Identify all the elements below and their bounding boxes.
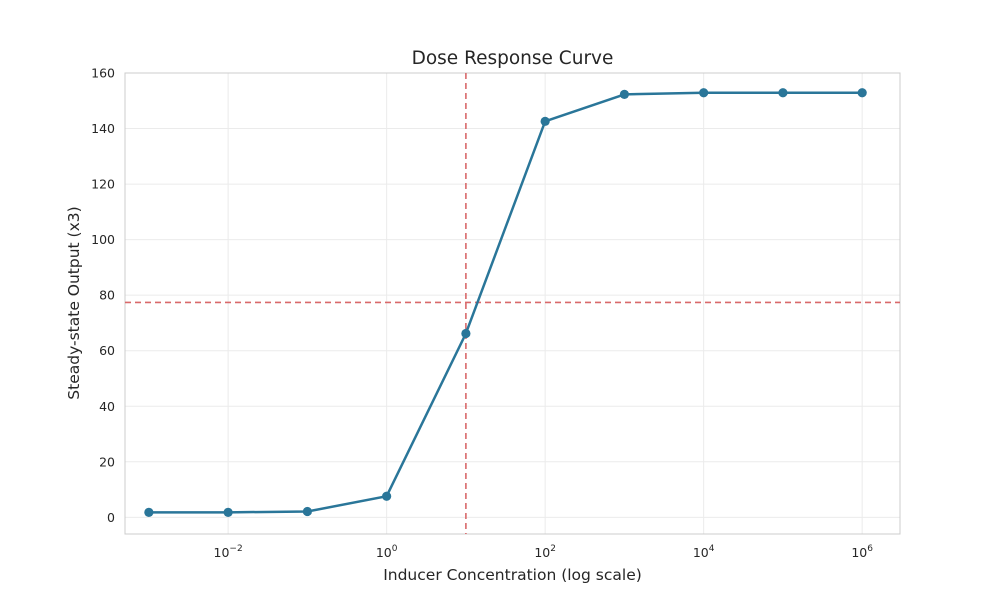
series-line xyxy=(148,91,863,514)
data-point xyxy=(540,116,550,126)
y-tick-label: 40 xyxy=(99,399,115,414)
y-axis-title: Steady-state Output (x3) xyxy=(65,206,83,399)
y-tick-label: 100 xyxy=(91,232,115,247)
y-tick-label: 160 xyxy=(91,66,115,81)
x-axis-title: Inducer Concentration (log scale) xyxy=(383,566,642,584)
data-point xyxy=(302,506,312,517)
plot-area-frame xyxy=(124,72,901,535)
y-tick-label: 120 xyxy=(91,177,115,192)
data-point xyxy=(461,328,471,339)
data-point xyxy=(778,88,788,98)
y-tick-label: 0 xyxy=(107,510,115,525)
data-point xyxy=(223,507,233,517)
x-tick-label: 100 xyxy=(376,544,398,560)
y-tick-label: 80 xyxy=(99,288,115,303)
data-point xyxy=(619,89,630,99)
x-tick-label: 10−2 xyxy=(214,544,243,560)
x-tick-label: 104 xyxy=(693,544,715,560)
reference-lines xyxy=(125,73,900,534)
x-tick-label: 102 xyxy=(534,544,556,560)
y-axis-ticks: 0 20 40 60 80 100 120 140 160 xyxy=(91,66,115,525)
x-axis-ticks: 10−2 100 102 104 106 xyxy=(214,544,874,560)
y-tick-label: 60 xyxy=(99,343,115,358)
data-point xyxy=(699,88,709,98)
data-point xyxy=(857,88,867,98)
x-tick-label: 106 xyxy=(851,544,873,560)
y-tick-label: 140 xyxy=(91,121,115,136)
y-tick-label: 20 xyxy=(99,454,115,469)
data-series xyxy=(144,88,867,517)
chart-title: Dose Response Curve xyxy=(412,48,614,69)
data-point xyxy=(382,491,392,501)
data-point xyxy=(144,507,154,517)
